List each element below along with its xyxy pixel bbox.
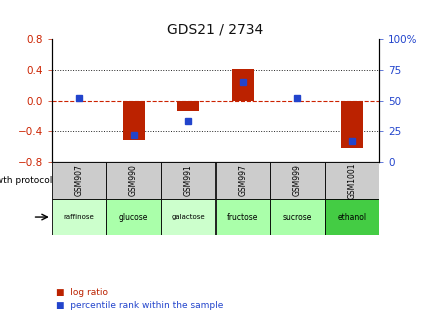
Bar: [270, 198, 324, 235]
Text: GSM907: GSM907: [74, 164, 83, 196]
Bar: [123, 101, 144, 140]
Bar: [231, 69, 253, 101]
Bar: [52, 162, 106, 198]
Text: fructose: fructose: [227, 213, 258, 222]
Text: ■  log ratio: ■ log ratio: [56, 288, 108, 297]
Title: GDS21 / 2734: GDS21 / 2734: [167, 23, 263, 37]
Text: glucose: glucose: [119, 213, 148, 222]
Text: galactose: galactose: [171, 214, 205, 220]
Bar: [106, 162, 160, 198]
Bar: [52, 198, 106, 235]
Bar: [177, 101, 199, 111]
Text: raffinose: raffinose: [64, 214, 94, 220]
Text: growth protocol: growth protocol: [0, 176, 52, 185]
Text: ethanol: ethanol: [337, 213, 366, 222]
Bar: [215, 198, 270, 235]
Bar: [160, 198, 215, 235]
Text: GSM999: GSM999: [292, 164, 301, 196]
Bar: [160, 162, 215, 198]
Text: GSM990: GSM990: [129, 164, 138, 196]
Bar: [215, 162, 270, 198]
Bar: [324, 162, 378, 198]
Text: GSM991: GSM991: [183, 164, 192, 196]
Text: GSM1001: GSM1001: [347, 162, 356, 198]
Bar: [340, 101, 362, 148]
Text: GSM997: GSM997: [238, 164, 247, 196]
Text: sucrose: sucrose: [282, 213, 311, 222]
Bar: [270, 162, 324, 198]
Bar: [106, 198, 160, 235]
Bar: [324, 198, 378, 235]
Text: ■  percentile rank within the sample: ■ percentile rank within the sample: [56, 301, 223, 310]
